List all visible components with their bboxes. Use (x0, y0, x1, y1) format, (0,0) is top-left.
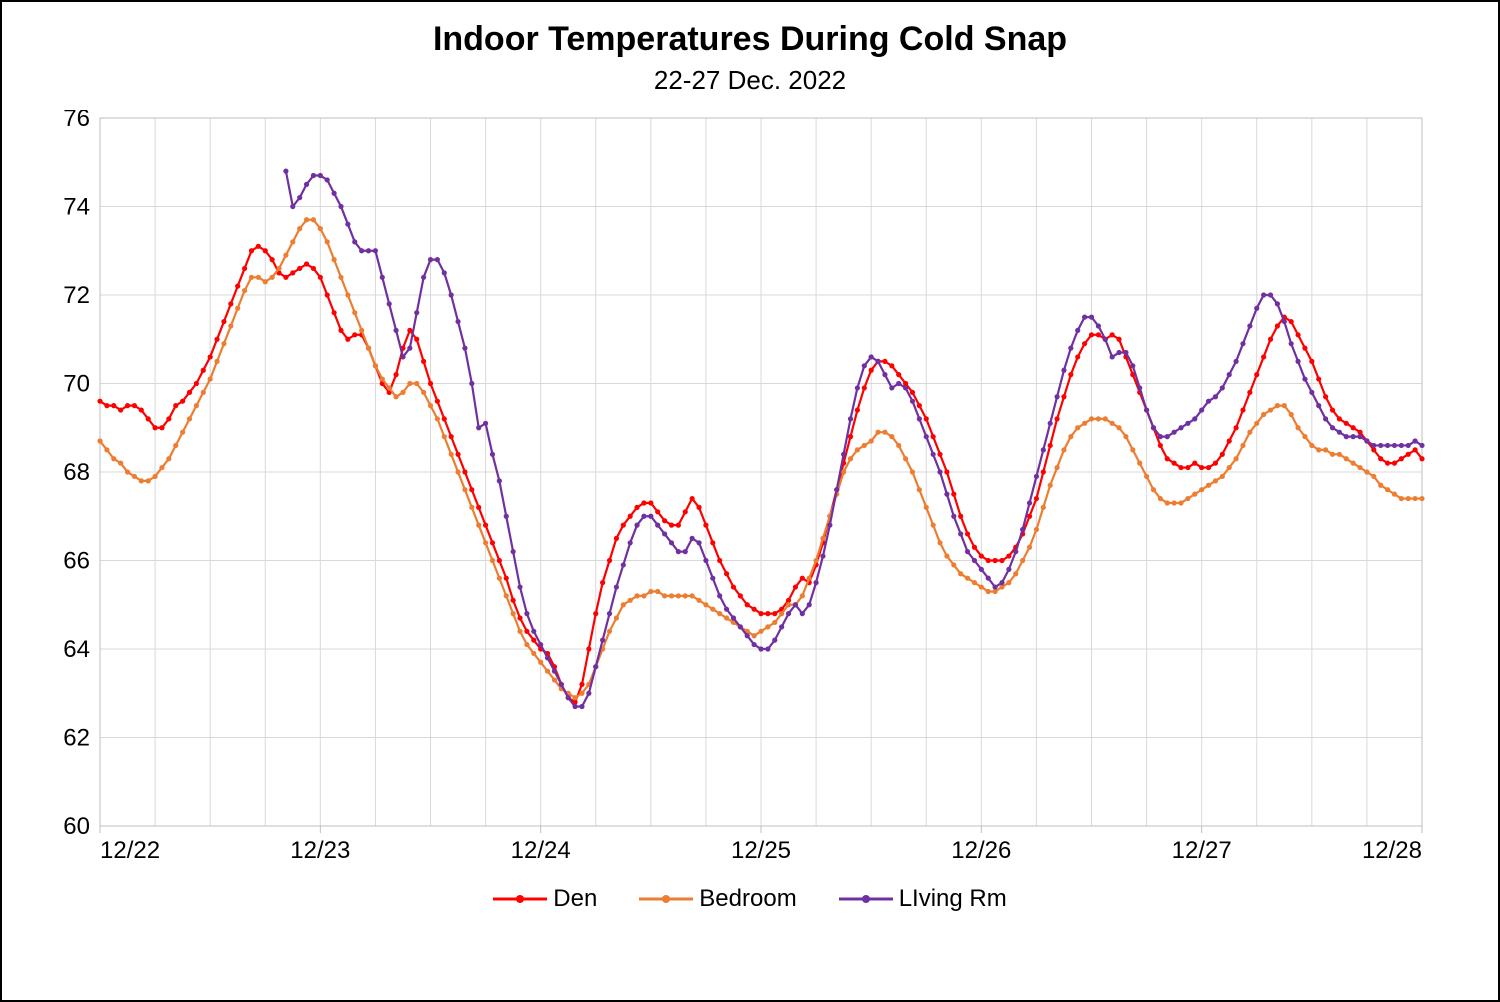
x-axis-tick-label: 12/23 (290, 837, 350, 864)
chart-subtitle: 22-27 Dec. 2022 (42, 65, 1458, 96)
legend-item: LIving Rm (839, 885, 1007, 913)
legend-item: Den (493, 885, 597, 913)
legend-item: Bedroom (639, 885, 796, 913)
legend-swatch (493, 889, 547, 909)
y-axis-tick-label: 66 (63, 548, 90, 575)
legend-label: Bedroom (699, 885, 796, 913)
y-axis-tick-label: 70 (63, 371, 90, 398)
x-axis-tick-label: 12/22 (100, 837, 160, 864)
chart-title: Indoor Temperatures During Cold Snap (42, 20, 1458, 59)
legend-swatch (839, 889, 893, 909)
x-axis-tick-label: 12/27 (1172, 837, 1232, 864)
y-axis-tick-label: 60 (63, 813, 90, 840)
y-axis-tick-label: 68 (63, 459, 90, 486)
chart-svg: 60 62 64 66 68 70 72 74 76 12/22 12/23 12/24 12/25 12… (42, 110, 1432, 870)
x-axis-tick-label: 12/26 (951, 837, 1011, 864)
x-axis-tick-label: 12/28 (1362, 837, 1422, 864)
y-axis-tick-label: 76 (63, 110, 90, 132)
y-axis-tick-label: 72 (63, 282, 90, 309)
chart-plot-area: 60 62 64 66 68 70 72 74 76 12/22 12/23 12/24 12/25 12… (42, 110, 1458, 875)
y-axis-tick-label: 62 (63, 725, 90, 752)
x-axis-tick-label: 12/24 (511, 837, 571, 864)
chart-legend: Den Bedroom LIving Rm (42, 885, 1458, 913)
y-axis-tick-label: 64 (63, 636, 90, 663)
x-axis-tick-label: 12/25 (731, 837, 791, 864)
legend-label: LIving Rm (899, 885, 1007, 913)
y-axis-tick-label: 74 (63, 194, 90, 221)
legend-swatch (639, 889, 693, 909)
legend-label: Den (553, 885, 597, 913)
chart-frame: Indoor Temperatures During Cold Snap 22-… (0, 0, 1500, 1002)
